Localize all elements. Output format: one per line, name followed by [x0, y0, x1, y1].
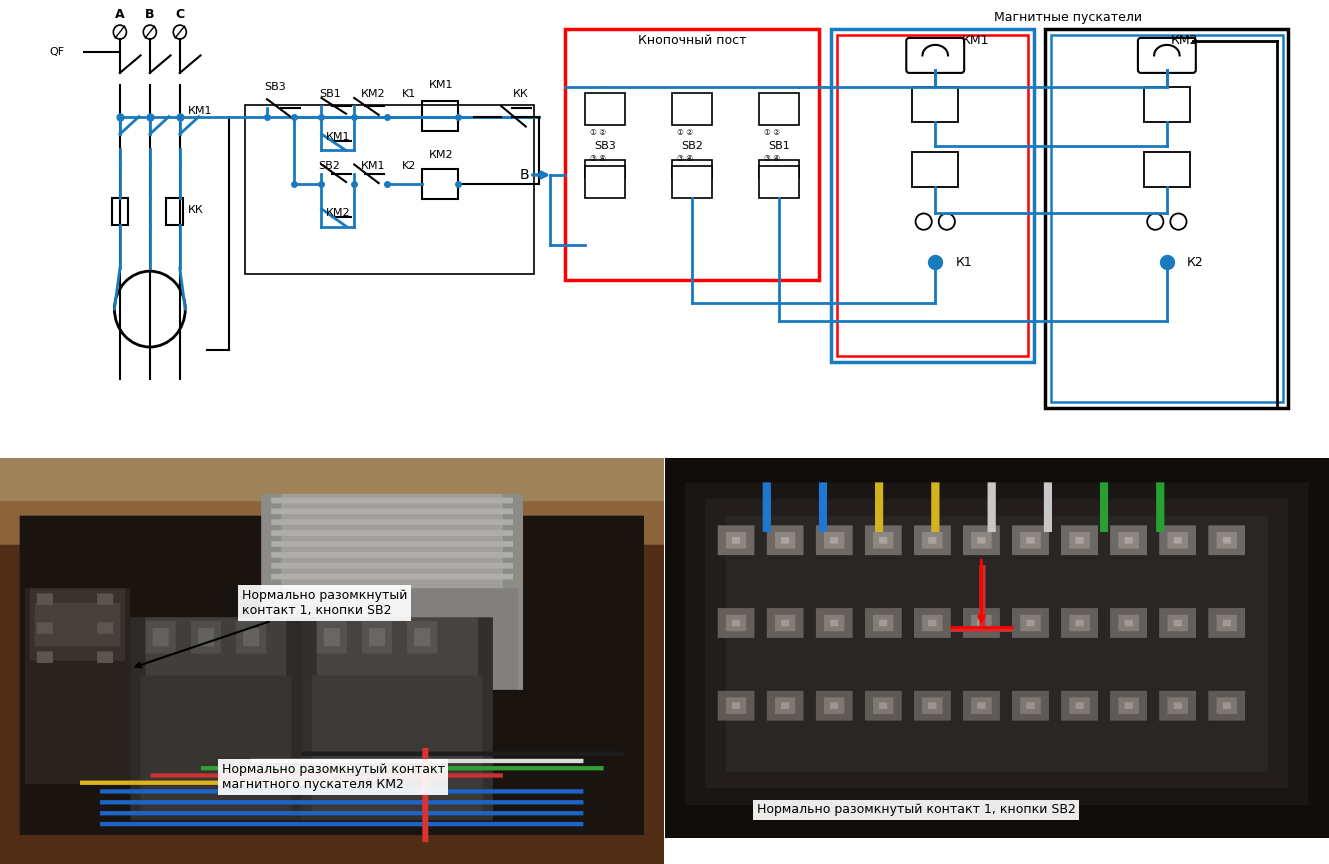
- Text: ① ②: ① ②: [590, 129, 606, 137]
- Text: ③ ④: ③ ④: [764, 154, 780, 163]
- Text: КМ2: КМ2: [326, 208, 350, 218]
- Text: SB1: SB1: [768, 141, 789, 151]
- Text: Нормально разомкнутый контакт
магнитного пускателя КМ2: Нормально разомкнутый контакт магнитного…: [222, 763, 444, 791]
- FancyBboxPatch shape: [906, 38, 964, 73]
- Text: КМ1: КМ1: [429, 79, 453, 90]
- Bar: [1045, 29, 1289, 409]
- Text: Кнопочный пост: Кнопочный пост: [638, 35, 747, 48]
- Text: ① ②: ① ②: [764, 129, 780, 137]
- Bar: [565, 29, 820, 280]
- Text: Магнитные пускатели: Магнитные пускатели: [994, 11, 1143, 24]
- Bar: [759, 166, 799, 199]
- Text: КМ2: КМ2: [361, 90, 385, 99]
- Bar: [1144, 87, 1189, 123]
- Text: КМ1: КМ1: [326, 132, 350, 142]
- Text: КМ2: КМ2: [429, 149, 453, 160]
- Bar: [837, 35, 1027, 356]
- Bar: [671, 161, 712, 178]
- Text: QF: QF: [49, 48, 65, 58]
- Text: K1: K1: [401, 90, 416, 99]
- Text: ③ ④: ③ ④: [676, 154, 694, 163]
- Text: Нормально разомкнутый
контакт 1, кнопки SB2: Нормально разомкнутый контакт 1, кнопки …: [136, 589, 407, 667]
- Text: ① ②: ① ②: [676, 129, 694, 137]
- Text: K2: K2: [401, 162, 416, 171]
- Bar: [759, 93, 799, 125]
- Text: В: В: [520, 168, 529, 182]
- Text: B: B: [145, 8, 154, 21]
- Bar: [759, 161, 799, 178]
- Text: КМ2: КМ2: [1171, 35, 1197, 48]
- Text: SB2: SB2: [319, 162, 340, 171]
- Bar: [671, 93, 712, 125]
- Bar: [423, 169, 457, 200]
- Text: КМ1: КМ1: [962, 35, 990, 48]
- Text: Нормально разомкнутый контакт 1, кнопки SB2: Нормально разомкнутый контакт 1, кнопки …: [756, 804, 1075, 816]
- Bar: [166, 198, 182, 225]
- Text: A: A: [116, 8, 125, 21]
- Bar: [423, 101, 457, 131]
- Bar: [246, 105, 534, 274]
- Bar: [585, 166, 626, 199]
- Bar: [671, 166, 712, 199]
- Bar: [585, 161, 626, 178]
- Text: К2: К2: [1187, 256, 1204, 269]
- FancyBboxPatch shape: [1138, 38, 1196, 73]
- Text: ③ ④: ③ ④: [590, 154, 606, 163]
- Text: КК: КК: [187, 205, 203, 215]
- Text: КМ1: КМ1: [361, 162, 385, 171]
- Text: SB3: SB3: [264, 82, 286, 92]
- Text: SB1: SB1: [319, 90, 340, 99]
- Bar: [112, 198, 128, 225]
- Text: C: C: [175, 8, 185, 21]
- Text: SB3: SB3: [594, 141, 617, 151]
- Text: КМ1: КМ1: [187, 105, 213, 116]
- Bar: [912, 87, 958, 123]
- Bar: [1051, 35, 1282, 403]
- Bar: [1144, 152, 1189, 187]
- Bar: [831, 29, 1034, 361]
- Text: К1: К1: [956, 256, 973, 269]
- Text: КК: КК: [513, 90, 528, 99]
- Bar: [912, 152, 958, 187]
- Bar: [585, 93, 626, 125]
- Text: SB2: SB2: [680, 141, 703, 151]
